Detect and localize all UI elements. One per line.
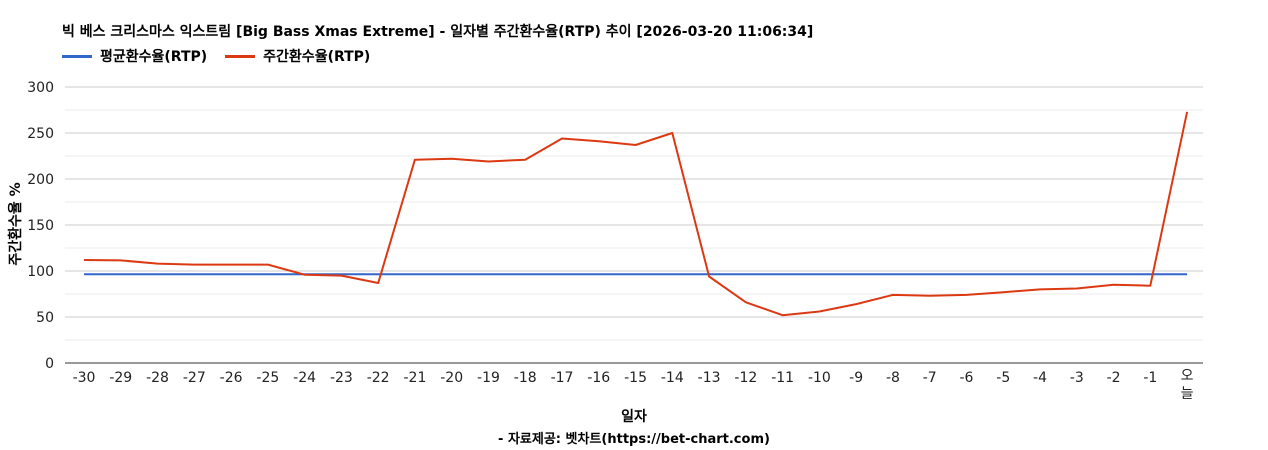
x-tick-label: -3: [1070, 370, 1084, 386]
x-tick-label: -1: [1143, 370, 1157, 386]
legend: 평균환수율(RTP) 주간환수율(RTP): [62, 46, 370, 66]
x-tick-label: -26: [220, 370, 243, 386]
x-tick-label: -8: [886, 370, 900, 386]
x-tick-label: -20: [440, 370, 463, 386]
series-line-weekly: [83, 111, 1189, 317]
y-tick-label: 250: [27, 126, 54, 142]
source-credit: - 자료제공: 벳차트(https://bet-chart.com): [498, 432, 770, 447]
x-tick-label: -16: [587, 370, 610, 386]
x-axis-label: 일자: [621, 409, 647, 425]
x-tick-label: -9: [849, 370, 863, 386]
legend-label-average: 평균환수율(RTP): [100, 49, 208, 65]
x-tick-label: -10: [808, 370, 831, 386]
x-tick-label: -2: [1107, 370, 1121, 386]
chart-title: 빅 베스 크리스마스 익스트림 [Big Bass Xmas Extreme] …: [62, 24, 814, 40]
x-tick-label: -6: [959, 370, 973, 386]
legend-swatch-average: [62, 54, 92, 58]
x-tick-label: -25: [256, 370, 279, 386]
x-tick-label: -24: [293, 370, 316, 386]
x-tick-label: -18: [514, 370, 537, 386]
x-tick-label: -23: [330, 370, 353, 386]
x-tick-label: -12: [734, 370, 757, 386]
x-tick-label: -19: [477, 370, 500, 386]
x-tick-label: -7: [923, 370, 937, 386]
x-tick-label: -22: [367, 370, 390, 386]
y-tick-label: 0: [45, 356, 54, 372]
x-tick-label: -4: [1033, 370, 1047, 386]
x-tick-label: -28: [146, 370, 169, 386]
x-tick-label: -27: [183, 370, 206, 386]
x-tick-label: -29: [109, 370, 132, 386]
y-tick-label: 200: [27, 172, 54, 188]
y-tick-label: 50: [36, 310, 54, 326]
x-tick-label: -17: [551, 370, 574, 386]
y-axis-label: 주간환수율 %: [8, 182, 24, 266]
x-tick-label: -30: [73, 370, 96, 386]
y-tick-label: 300: [27, 80, 54, 96]
x-tick-label: -21: [403, 370, 426, 386]
x-tick-label: -11: [771, 370, 794, 386]
x-tick-label: -5: [996, 370, 1010, 386]
legend-swatch-weekly: [225, 54, 256, 58]
x-tick-label: -13: [698, 370, 721, 386]
y-tick-label: 150: [27, 218, 54, 234]
legend-item-average: 평균환수율(RTP): [62, 46, 207, 66]
y-tick-label: 100: [27, 264, 54, 280]
x-tick-label: -14: [661, 370, 684, 386]
legend-label-weekly: 주간환수율(RTP): [263, 49, 371, 65]
legend-item-weekly: 주간환수율(RTP): [225, 46, 370, 66]
x-tick-label: -15: [624, 370, 647, 386]
